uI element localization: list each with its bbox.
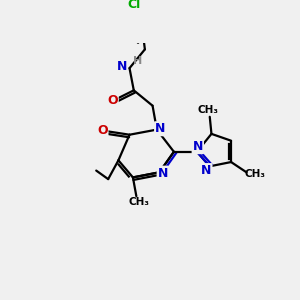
Text: Cl: Cl — [128, 0, 141, 11]
Text: CH₃: CH₃ — [197, 105, 218, 115]
Text: N: N — [201, 164, 211, 177]
Text: CH₃: CH₃ — [244, 169, 266, 179]
Text: O: O — [97, 124, 107, 137]
Text: N: N — [155, 122, 165, 135]
Text: H: H — [133, 56, 142, 66]
Text: N: N — [117, 60, 127, 73]
Text: O: O — [107, 94, 118, 107]
Text: N: N — [158, 167, 168, 180]
Text: N: N — [193, 140, 203, 153]
Text: CH₃: CH₃ — [128, 197, 149, 207]
